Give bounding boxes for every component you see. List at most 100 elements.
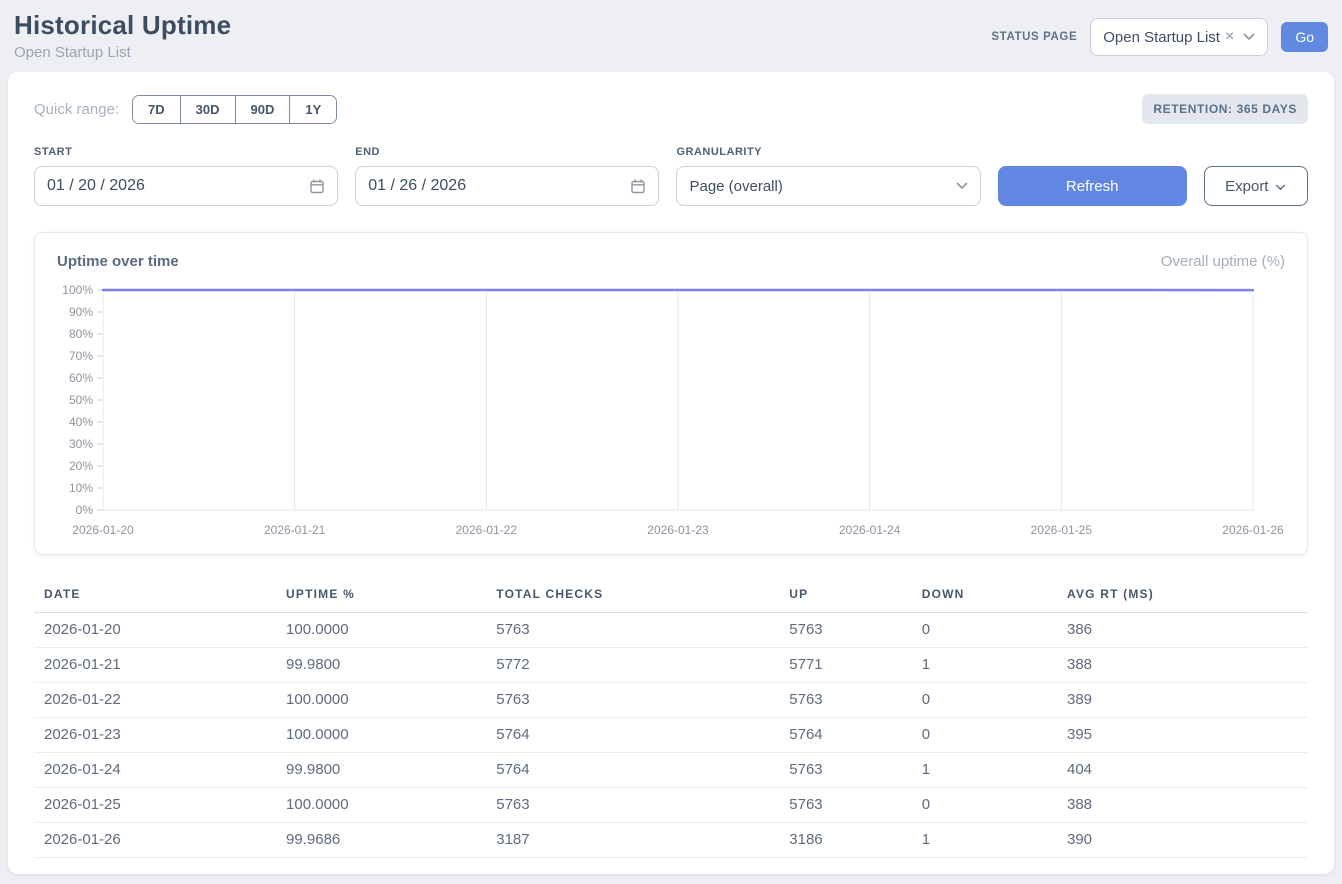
cell-date: 2026-01-20	[34, 613, 276, 648]
cell-uptime: 100.0000	[276, 718, 486, 753]
page-header: Historical Uptime Open Startup List STAT…	[0, 0, 1342, 72]
y-tick-label: 0%	[76, 503, 94, 517]
quick-range-30d-button[interactable]: 30D	[180, 96, 235, 123]
table-header-row: DATE UPTIME % TOTAL CHECKS UP DOWN AVG R…	[34, 579, 1308, 613]
y-tick-label: 70%	[69, 349, 93, 363]
cell-up: 5763	[779, 753, 911, 788]
cell-uptime: 100.0000	[276, 683, 486, 718]
quick-range-row: Quick range: 7D 30D 90D 1Y RETENTION: 36…	[34, 94, 1308, 124]
cell-down: 1	[912, 753, 1057, 788]
y-tick-label: 30%	[69, 437, 93, 451]
table-row: 2026-01-22100.0000576357630389	[34, 683, 1308, 718]
cell-date: 2026-01-22	[34, 683, 276, 718]
start-date-value: 01 / 20 / 2026	[47, 177, 145, 195]
calendar-icon[interactable]	[309, 178, 325, 194]
y-tick-label: 60%	[69, 371, 93, 385]
table-row: 2026-01-23100.0000576457640395	[34, 718, 1308, 753]
table-row: 2026-01-20100.0000576357630386	[34, 613, 1308, 648]
column-header-down: DOWN	[912, 579, 1057, 613]
uptime-chart: 0%10%20%30%40%50%60%70%80%90%100%2026-01…	[57, 278, 1287, 542]
quick-range-label: Quick range:	[34, 101, 119, 118]
cell-up: 5771	[779, 648, 911, 683]
cell-avg-rt: 404	[1057, 753, 1308, 788]
column-header-date: DATE	[34, 579, 276, 613]
status-page-selected-value: Open Startup List	[1103, 29, 1220, 46]
cell-uptime: 99.9800	[276, 753, 486, 788]
cell-up: 5763	[779, 788, 911, 823]
table-row: 2026-01-2699.9686318731861390	[34, 823, 1308, 858]
cell-total-checks: 5764	[486, 753, 779, 788]
cell-up: 5764	[779, 718, 911, 753]
start-date-input[interactable]: 01 / 20 / 2026	[34, 166, 338, 206]
cell-down: 0	[912, 718, 1057, 753]
page-subtitle: Open Startup List	[14, 44, 231, 61]
header-actions: STATUS PAGE Open Startup List × Go	[991, 18, 1328, 56]
cell-date: 2026-01-23	[34, 718, 276, 753]
y-tick-label: 10%	[69, 481, 93, 495]
cell-avg-rt: 395	[1057, 718, 1308, 753]
cell-avg-rt: 389	[1057, 683, 1308, 718]
quick-range-1y-button[interactable]: 1Y	[289, 96, 336, 123]
cell-total-checks: 5764	[486, 718, 779, 753]
cell-total-checks: 5763	[486, 613, 779, 648]
table-row: 2026-01-2199.9800577257711388	[34, 648, 1308, 683]
granularity-select[interactable]: Page (overall)	[676, 166, 980, 206]
y-tick-label: 100%	[62, 283, 93, 297]
granularity-label: GRANULARITY	[676, 146, 980, 158]
x-tick-label: 2026-01-26	[1222, 523, 1284, 537]
cell-avg-rt: 390	[1057, 823, 1308, 858]
y-tick-label: 90%	[69, 305, 93, 319]
cell-up: 5763	[779, 683, 911, 718]
go-button[interactable]: Go	[1281, 22, 1328, 52]
end-date-input[interactable]: 01 / 26 / 2026	[355, 166, 659, 206]
table-row: 2026-01-2499.9800576457631404	[34, 753, 1308, 788]
cell-date: 2026-01-26	[34, 823, 276, 858]
retention-badge: RETENTION: 365 DAYS	[1142, 94, 1308, 124]
cell-down: 1	[912, 823, 1057, 858]
clear-selection-icon[interactable]: ×	[1225, 29, 1234, 45]
cell-uptime: 100.0000	[276, 613, 486, 648]
refresh-button[interactable]: Refresh	[998, 166, 1187, 206]
granularity-selected-value: Page (overall)	[689, 178, 782, 195]
chart-card: Uptime over time Overall uptime (%) 0%10…	[34, 232, 1308, 555]
status-page-select[interactable]: Open Startup List ×	[1090, 18, 1268, 56]
y-tick-label: 20%	[69, 459, 93, 473]
export-button-label: Export	[1225, 178, 1268, 195]
end-date-value: 01 / 26 / 2026	[368, 177, 466, 195]
cell-date: 2026-01-25	[34, 788, 276, 823]
granularity-field-group: GRANULARITY Page (overall)	[676, 146, 980, 206]
y-tick-label: 40%	[69, 415, 93, 429]
quick-range-7d-button[interactable]: 7D	[133, 96, 180, 123]
cell-up: 5763	[779, 613, 911, 648]
column-header-avg-rt: AVG RT (MS)	[1057, 579, 1308, 613]
column-header-uptime: UPTIME %	[276, 579, 486, 613]
column-header-up: UP	[779, 579, 911, 613]
cell-avg-rt: 388	[1057, 788, 1308, 823]
y-tick-label: 80%	[69, 327, 93, 341]
x-tick-label: 2026-01-25	[1031, 523, 1093, 537]
cell-total-checks: 5763	[486, 788, 779, 823]
export-button[interactable]: Export	[1204, 166, 1308, 206]
cell-down: 0	[912, 683, 1057, 718]
cell-down: 0	[912, 788, 1057, 823]
cell-date: 2026-01-24	[34, 753, 276, 788]
cell-uptime: 99.9800	[276, 648, 486, 683]
cell-avg-rt: 388	[1057, 648, 1308, 683]
start-date-label: START	[34, 146, 338, 158]
cell-uptime: 99.9686	[276, 823, 486, 858]
cell-up: 3186	[779, 823, 911, 858]
table-row: 2026-01-25100.0000576357630388	[34, 788, 1308, 823]
page-title: Historical Uptime	[14, 10, 231, 41]
uptime-table-body: 2026-01-20100.00005763576303862026-01-21…	[34, 613, 1308, 858]
x-tick-label: 2026-01-20	[72, 523, 134, 537]
cell-total-checks: 3187	[486, 823, 779, 858]
quick-range-group: 7D 30D 90D 1Y	[132, 95, 337, 124]
x-tick-label: 2026-01-21	[264, 523, 326, 537]
calendar-icon[interactable]	[630, 178, 646, 194]
quick-range-90d-button[interactable]: 90D	[235, 96, 290, 123]
cell-total-checks: 5763	[486, 683, 779, 718]
chart-legend: Overall uptime (%)	[1161, 253, 1285, 270]
x-tick-label: 2026-01-23	[647, 523, 709, 537]
chevron-down-icon	[1275, 178, 1286, 195]
cell-avg-rt: 386	[1057, 613, 1308, 648]
